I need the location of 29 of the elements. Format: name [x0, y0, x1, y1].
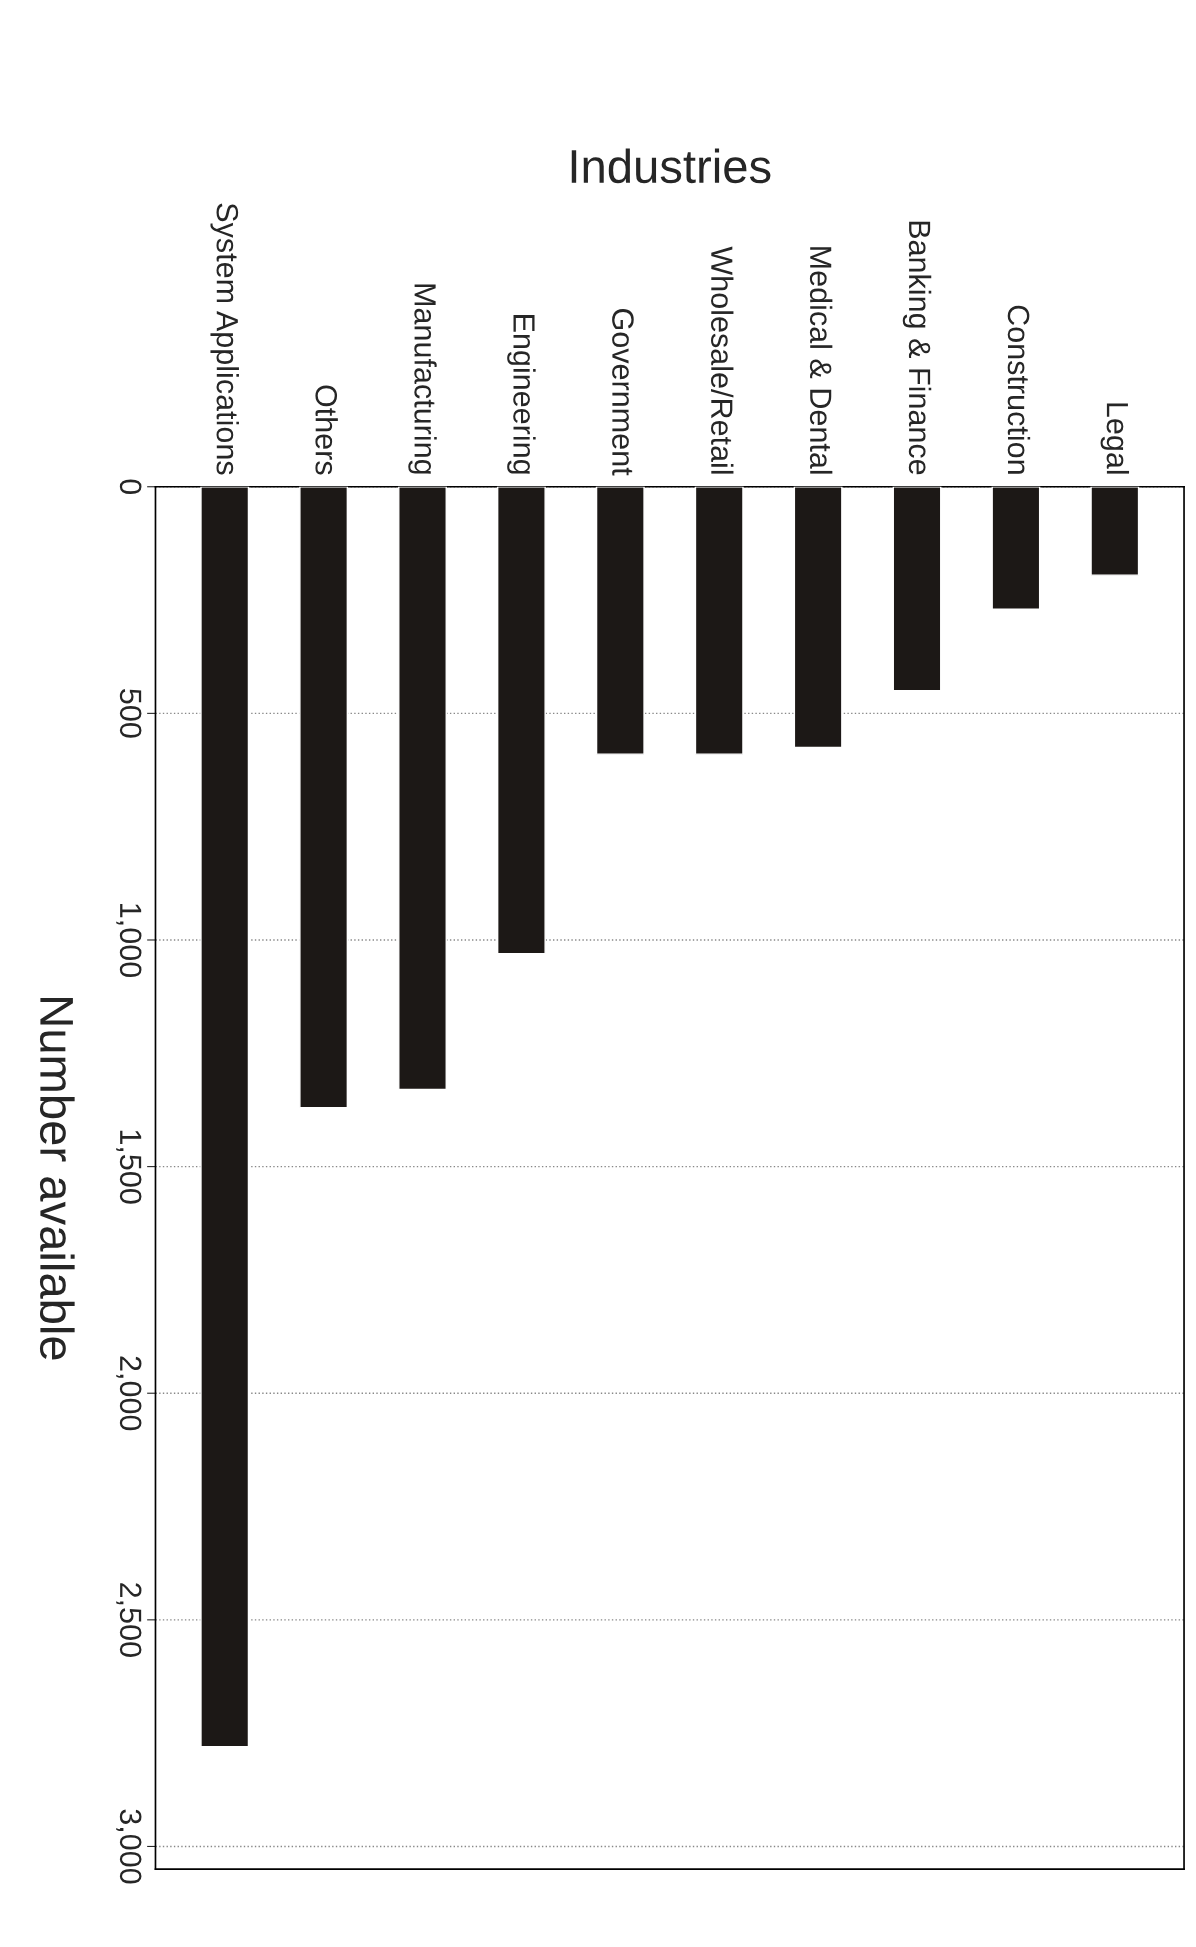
- bar: [1090, 486, 1140, 576]
- y-tick-label: 1,000: [116, 904, 142, 978]
- bar: [398, 486, 447, 1091]
- y-tick-label: 3,000: [116, 1809, 142, 1884]
- x-tick-label: System Applications: [210, 203, 239, 475]
- y-tick-label: 2,500: [116, 1583, 142, 1657]
- y-tick-label: 1,500: [116, 1130, 142, 1204]
- x-tick-label: Legal: [1100, 403, 1130, 474]
- x-tick-label: Banking & Finance: [902, 221, 932, 475]
- bar: [793, 486, 843, 749]
- bar: [200, 486, 250, 1748]
- x-tick-label: Engineering: [507, 315, 536, 474]
- bar: [595, 486, 645, 755]
- bar: [892, 486, 942, 692]
- y-tick-label: 0: [119, 479, 142, 495]
- x-tick-label: Construction: [1007, 305, 1031, 474]
- y-axis-title: Number available: [39, 998, 75, 1360]
- bar: [299, 486, 349, 1109]
- y-tick-label: 2,000: [116, 1356, 142, 1431]
- x-tick-label: Wholesale/Retail: [711, 246, 734, 474]
- x-tick-label: Others: [315, 385, 338, 475]
- bar: [991, 486, 1041, 610]
- bar: [694, 486, 744, 755]
- x-tick-label: Manufacturing: [408, 284, 437, 474]
- y-tick-label: 500: [119, 689, 142, 738]
- bar: [496, 486, 546, 955]
- x-tick-label: Medical & Dental: [809, 247, 833, 474]
- x-tick-label: Government: [612, 309, 634, 476]
- x-axis-title: Industries: [571, 148, 771, 184]
